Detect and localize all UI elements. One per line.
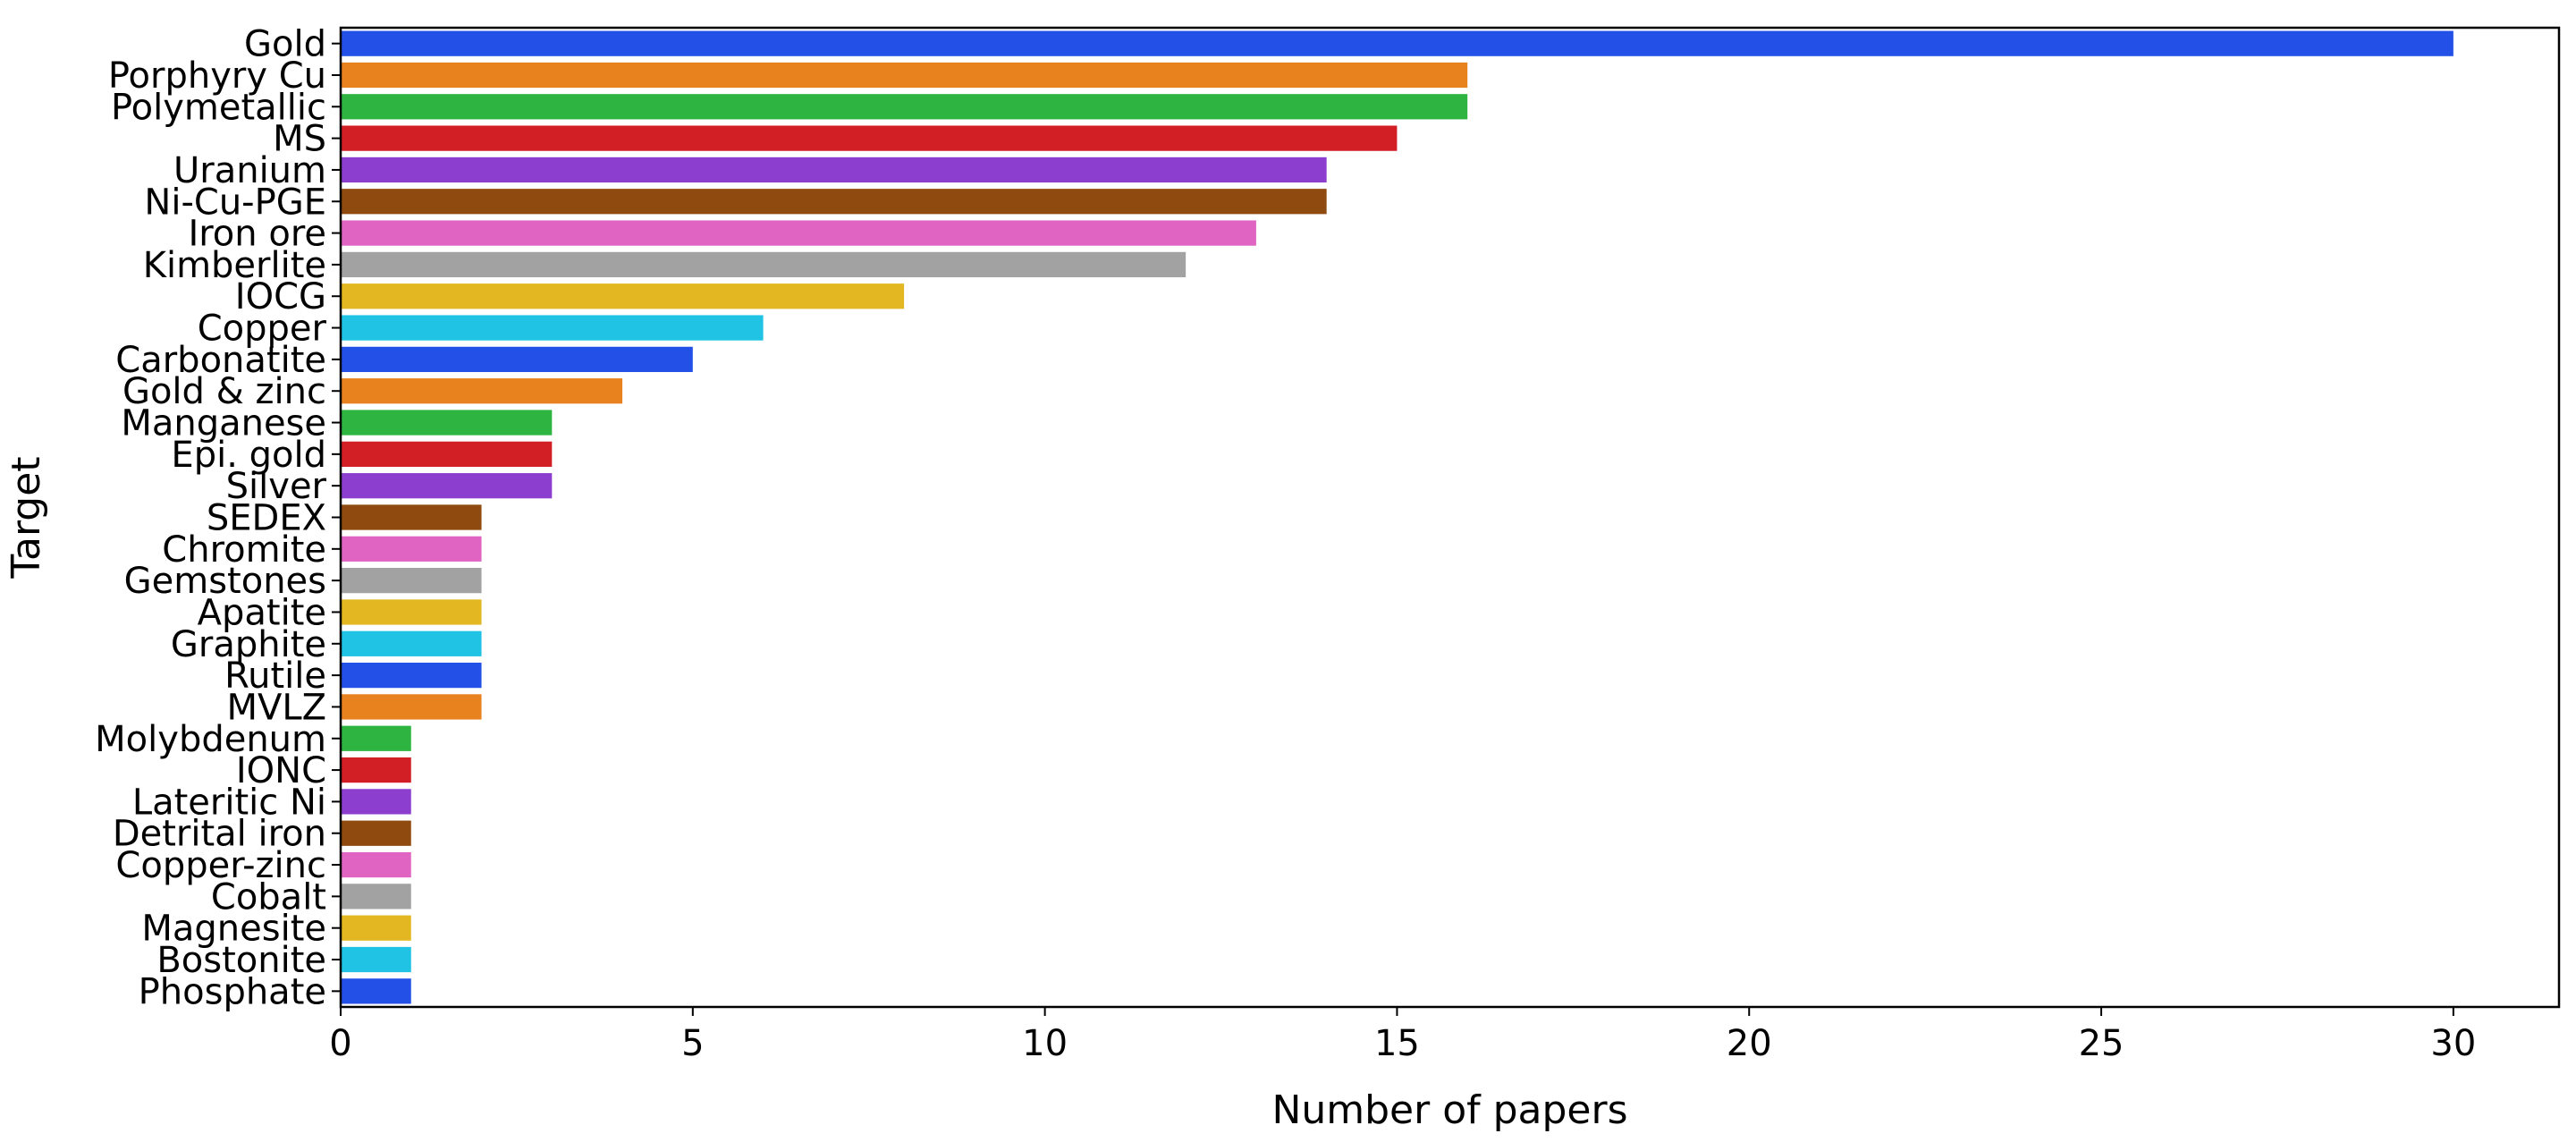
x-tick-label: 5 <box>681 1023 704 1064</box>
y-tick-label: Carbonatite <box>115 340 326 381</box>
bar-graphite <box>341 630 482 656</box>
y-tick-label: IOCG <box>235 276 326 317</box>
y-tick-label: Uranium <box>173 150 326 191</box>
plot-frame <box>339 26 2561 1009</box>
y-tick-label: Bostonite <box>156 940 326 981</box>
x-tick-label: 25 <box>2079 1023 2124 1064</box>
bars-group <box>341 30 2454 1004</box>
x-axis-label: Number of papers <box>1271 1087 1627 1133</box>
x-ticks: 0 5 10 15 20 25 30 <box>329 1007 2476 1064</box>
bar-porphyry-cu <box>341 62 1468 89</box>
bar-apatite <box>341 599 482 625</box>
bar-manganese <box>341 410 553 436</box>
bar-molybdenum <box>341 725 411 751</box>
y-tick-label: MS <box>273 119 326 160</box>
y-tick-label: Kimberlite <box>143 245 326 286</box>
bar-gold-zinc <box>341 378 623 404</box>
y-tick-label: Silver <box>226 466 327 507</box>
y-tick-label: Phosphate <box>139 971 326 1012</box>
bar-ni-cu-pge <box>341 189 1327 215</box>
y-tick-label: Lateritic Ni <box>132 782 326 823</box>
bar-ms <box>341 125 1398 151</box>
y-tick-label: Gold & zinc <box>122 371 326 412</box>
y-axis-label: Target <box>4 456 49 579</box>
bar-lateritic-ni <box>341 789 411 815</box>
bar-ionc <box>341 757 411 783</box>
y-tick-label: Cobalt <box>211 876 326 918</box>
bar-sedex <box>341 504 482 530</box>
y-tick-label: Gold <box>244 24 326 65</box>
bar-silver <box>341 473 553 499</box>
bar-uranium <box>341 156 1327 183</box>
y-tick-label: Molybdenum <box>95 719 326 760</box>
bar-detrital-iron <box>341 820 411 846</box>
y-tick-label: Copper-zinc <box>115 845 326 886</box>
y-tick-label: Rutile <box>224 656 326 697</box>
x-tick-label: 20 <box>1727 1023 1772 1064</box>
x-tick-label: 10 <box>1022 1023 1068 1064</box>
y-tick-label: Polymetallic <box>111 87 326 128</box>
bar-iocg <box>341 283 905 309</box>
y-tick-label: Manganese <box>121 403 326 444</box>
y-tick-label: MVLZ <box>226 687 326 728</box>
y-tick-label: Detrital iron <box>113 814 326 855</box>
y-tick-label: Magnesite <box>141 909 326 950</box>
y-tick-label: Copper <box>198 309 327 350</box>
y-tick-label: Porphyry Cu <box>108 55 326 97</box>
bar-magnesite <box>341 915 411 941</box>
y-tick-label: Epi. gold <box>171 435 326 476</box>
y-tick-label: Apatite <box>198 592 326 633</box>
bar-polymetallic <box>341 94 1468 120</box>
bar-mvlz <box>341 694 482 720</box>
y-tick-label: SEDEX <box>207 498 326 539</box>
bar-epi-gold <box>341 441 553 467</box>
y-tick-label: Gemstones <box>124 561 326 602</box>
x-tick-label: 15 <box>1374 1023 1420 1064</box>
y-tick-label: Graphite <box>171 624 326 665</box>
bar-bostonite <box>341 946 411 973</box>
x-tick-label: 30 <box>2430 1023 2476 1064</box>
bar-phosphate <box>341 978 411 1004</box>
bar-gemstones <box>341 568 482 594</box>
y-tick-label: Iron ore <box>188 214 326 255</box>
bar-cobalt <box>341 884 411 909</box>
bar-copper-zinc <box>341 851 411 878</box>
bar-chromite <box>341 536 482 562</box>
bar-kimberlite <box>341 251 1187 278</box>
bar-gold <box>341 30 2454 56</box>
x-tick-label: 0 <box>329 1023 351 1064</box>
bar-rutile <box>341 662 482 689</box>
y-tick-label: Ni-Cu-PGE <box>144 182 326 223</box>
y-tick-label: Chromite <box>162 529 326 571</box>
bar-copper <box>341 315 764 341</box>
y-tick-label: IONC <box>236 750 326 791</box>
bar-carbonatite <box>341 346 693 373</box>
bar-iron-ore <box>341 220 1256 246</box>
